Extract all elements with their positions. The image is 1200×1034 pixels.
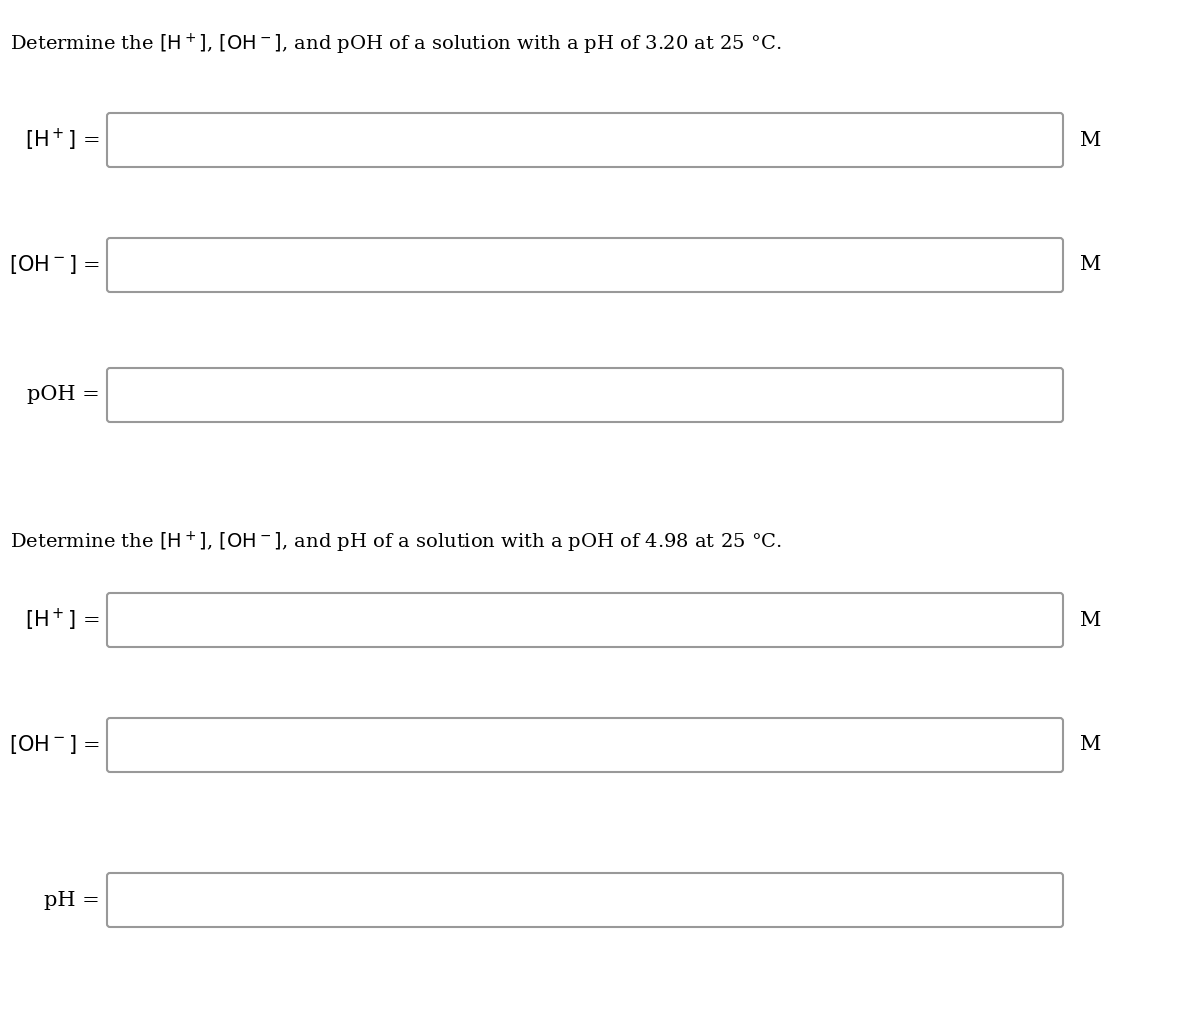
FancyBboxPatch shape [107,113,1063,168]
Text: $[\mathrm{OH^-}]$ =: $[\mathrm{OH^-}]$ = [8,253,100,276]
Text: $[\mathrm{H^+}]$ =: $[\mathrm{H^+}]$ = [25,127,100,153]
FancyBboxPatch shape [107,238,1063,292]
Text: Determine the $[\mathrm{H^+}]$, $[\mathrm{OH^-}]$, and pOH of a solution with a : Determine the $[\mathrm{H^+}]$, $[\mathr… [10,32,781,57]
Text: $[\mathrm{OH^-}]$ =: $[\mathrm{OH^-}]$ = [8,733,100,757]
FancyBboxPatch shape [107,594,1063,647]
FancyBboxPatch shape [107,873,1063,927]
Text: M: M [1080,735,1102,755]
FancyBboxPatch shape [107,718,1063,772]
FancyBboxPatch shape [107,368,1063,422]
Text: M: M [1080,130,1102,150]
Text: Determine the $[\mathrm{H^+}]$, $[\mathrm{OH^-}]$, and pH of a solution with a p: Determine the $[\mathrm{H^+}]$, $[\mathr… [10,530,782,555]
Text: M: M [1080,610,1102,630]
Text: pOH =: pOH = [28,386,100,404]
Text: $[\mathrm{H^+}]$ =: $[\mathrm{H^+}]$ = [25,607,100,633]
Text: pH =: pH = [44,890,100,910]
Text: M: M [1080,255,1102,274]
